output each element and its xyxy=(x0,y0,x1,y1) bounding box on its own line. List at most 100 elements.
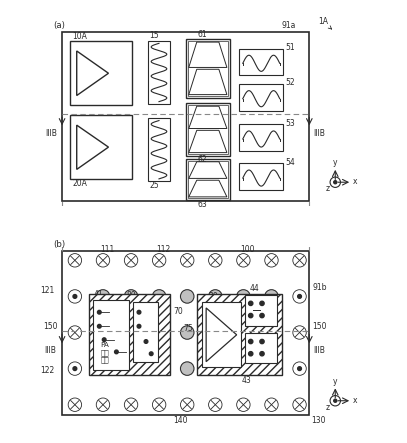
Circle shape xyxy=(249,301,253,306)
Text: 52: 52 xyxy=(285,78,295,87)
Circle shape xyxy=(125,253,138,267)
Circle shape xyxy=(149,352,153,356)
Text: 100: 100 xyxy=(240,245,255,254)
Circle shape xyxy=(96,290,110,303)
Circle shape xyxy=(68,398,81,412)
Circle shape xyxy=(209,290,222,303)
Bar xyxy=(93,300,129,369)
Text: 63: 63 xyxy=(197,200,207,209)
Text: 122: 122 xyxy=(40,366,55,375)
Text: IIIB: IIIB xyxy=(313,129,325,138)
Text: 25: 25 xyxy=(149,181,159,190)
Circle shape xyxy=(293,398,306,412)
Circle shape xyxy=(96,398,110,412)
Bar xyxy=(133,302,158,362)
Text: 75: 75 xyxy=(183,323,193,333)
Circle shape xyxy=(265,362,278,375)
Text: 51: 51 xyxy=(285,43,295,52)
Text: 140: 140 xyxy=(173,416,188,425)
Bar xyxy=(197,294,282,375)
Bar xyxy=(239,49,283,75)
Circle shape xyxy=(249,339,253,344)
Circle shape xyxy=(144,340,148,343)
Text: 1A: 1A xyxy=(319,17,332,29)
Bar xyxy=(239,124,283,151)
Circle shape xyxy=(153,253,166,267)
Text: 112: 112 xyxy=(156,245,171,254)
Bar xyxy=(186,103,230,155)
Circle shape xyxy=(260,301,264,306)
Text: 42: 42 xyxy=(134,361,144,371)
Text: 53: 53 xyxy=(285,119,295,128)
Text: 80: 80 xyxy=(127,291,136,300)
Circle shape xyxy=(265,290,278,303)
Bar xyxy=(70,115,132,179)
Bar xyxy=(62,251,309,415)
Bar xyxy=(245,295,277,326)
Circle shape xyxy=(293,290,306,303)
Bar xyxy=(188,41,228,96)
Circle shape xyxy=(334,181,337,184)
Bar xyxy=(89,294,170,375)
Circle shape xyxy=(181,398,194,412)
Text: y: y xyxy=(333,377,337,386)
Circle shape xyxy=(153,362,166,375)
Text: IIIB: IIIB xyxy=(44,346,56,355)
Circle shape xyxy=(96,362,110,375)
Circle shape xyxy=(249,314,253,318)
Circle shape xyxy=(181,290,194,303)
Bar xyxy=(186,159,230,200)
Circle shape xyxy=(237,253,250,267)
Circle shape xyxy=(209,253,222,267)
Circle shape xyxy=(73,367,77,370)
Text: z: z xyxy=(326,184,330,194)
Text: y: y xyxy=(333,158,337,167)
Bar xyxy=(239,84,283,111)
Circle shape xyxy=(103,338,106,342)
Circle shape xyxy=(293,326,306,339)
Text: 44: 44 xyxy=(250,284,260,293)
Bar xyxy=(148,118,171,181)
Circle shape xyxy=(237,290,250,303)
Circle shape xyxy=(137,324,141,328)
Text: x: x xyxy=(353,177,357,187)
Circle shape xyxy=(237,398,250,412)
Text: 54: 54 xyxy=(285,158,295,167)
Circle shape xyxy=(181,253,194,267)
Circle shape xyxy=(96,253,110,267)
Circle shape xyxy=(153,326,166,339)
Circle shape xyxy=(334,399,337,402)
Text: 150: 150 xyxy=(312,322,326,331)
Circle shape xyxy=(265,253,278,267)
Bar xyxy=(70,41,132,105)
Circle shape xyxy=(68,253,81,267)
Text: PA
控制
电路: PA 控制 电路 xyxy=(100,342,109,363)
Circle shape xyxy=(125,326,138,339)
Circle shape xyxy=(125,290,138,303)
Bar xyxy=(202,303,241,367)
Circle shape xyxy=(181,362,194,375)
Text: 30: 30 xyxy=(208,292,218,301)
Text: 70: 70 xyxy=(173,307,183,316)
Text: 111: 111 xyxy=(100,245,114,254)
Circle shape xyxy=(249,352,253,356)
Circle shape xyxy=(115,350,118,354)
Circle shape xyxy=(237,362,250,375)
Circle shape xyxy=(260,314,264,318)
Text: 121: 121 xyxy=(40,286,55,295)
Text: 15: 15 xyxy=(149,31,159,40)
Circle shape xyxy=(125,398,138,412)
Text: IIIB: IIIB xyxy=(45,129,57,138)
Text: 62: 62 xyxy=(197,155,207,164)
Circle shape xyxy=(237,326,250,339)
Circle shape xyxy=(125,362,138,375)
Circle shape xyxy=(68,290,81,303)
Circle shape xyxy=(265,326,278,339)
Text: 150: 150 xyxy=(43,322,58,331)
Text: (b): (b) xyxy=(54,240,66,249)
Bar xyxy=(188,105,228,154)
Text: z: z xyxy=(326,403,330,412)
Text: 20A: 20A xyxy=(72,179,87,188)
Circle shape xyxy=(209,398,222,412)
Circle shape xyxy=(153,398,166,412)
